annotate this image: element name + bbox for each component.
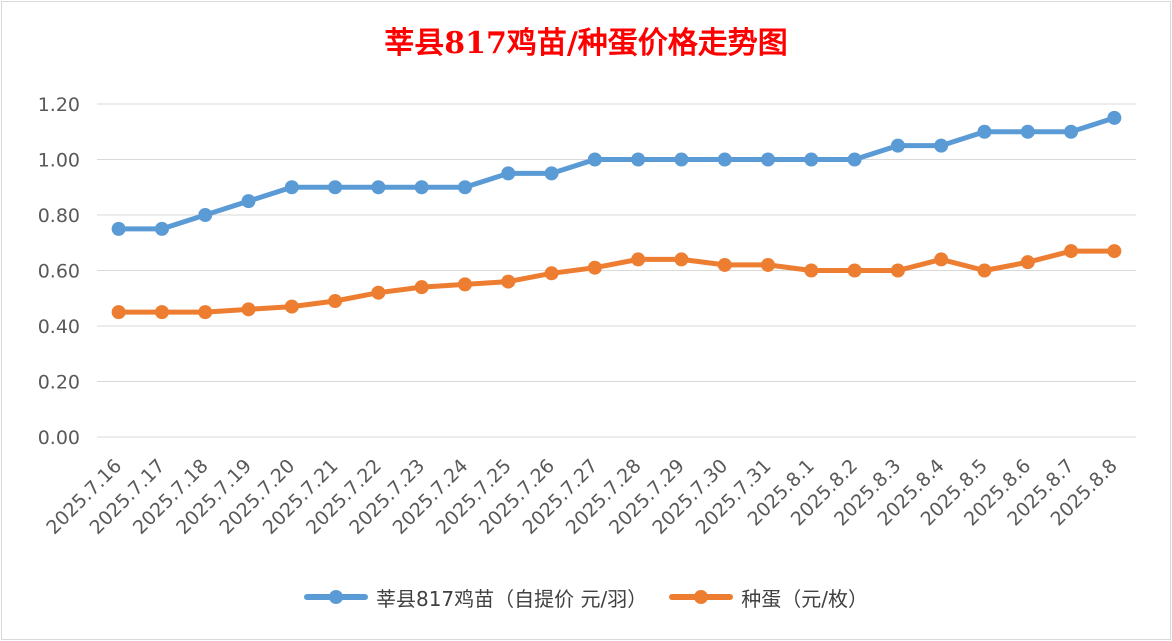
legend-swatch-chick <box>303 590 368 604</box>
y-tick-label: 0.20 <box>38 372 80 394</box>
legend-swatch-egg <box>669 590 734 604</box>
data-point <box>371 180 386 195</box>
data-point <box>804 263 819 278</box>
data-point <box>544 266 559 281</box>
data-point <box>631 252 646 267</box>
data-point <box>414 180 429 195</box>
data-point <box>1064 244 1079 259</box>
data-point <box>457 277 472 292</box>
data-point <box>328 294 343 309</box>
data-point <box>1064 124 1079 139</box>
data-point <box>934 252 949 267</box>
data-point <box>198 305 213 320</box>
data-point <box>890 263 905 278</box>
data-point <box>198 208 213 222</box>
data-point <box>761 257 776 272</box>
data-point <box>544 166 559 181</box>
data-point <box>934 138 949 153</box>
chart-title: 莘县817鸡苗/种蛋价格走势图 <box>384 26 788 61</box>
data-point <box>111 305 126 320</box>
data-point <box>631 152 646 167</box>
y-tick-label: 0.60 <box>38 261 80 283</box>
data-point <box>1107 110 1122 125</box>
y-tick-label: 0.80 <box>38 205 80 227</box>
data-point <box>111 221 126 236</box>
data-point <box>457 180 472 195</box>
data-point <box>674 252 689 267</box>
data-point <box>847 263 862 278</box>
legend-label-chick: 莘县817鸡苗（自提价 元/羽） <box>375 586 648 611</box>
data-point <box>241 194 256 209</box>
data-point <box>328 180 343 195</box>
y-tick-label: 0.00 <box>38 427 80 449</box>
data-point <box>1020 124 1035 139</box>
data-point <box>587 260 602 275</box>
data-point <box>241 302 256 317</box>
data-point <box>284 180 299 195</box>
legend-item-chick: 莘县817鸡苗（自提价 元/羽） <box>303 583 648 612</box>
data-point <box>371 285 386 300</box>
y-tick-label: 0.40 <box>38 316 80 338</box>
y-tick-label: 1.20 <box>38 94 80 116</box>
data-point <box>501 274 516 289</box>
data-point <box>847 152 862 167</box>
data-point <box>414 280 429 295</box>
data-point <box>804 152 819 167</box>
data-point <box>890 138 905 153</box>
series-line-0 <box>116 115 1117 232</box>
data-point <box>1020 255 1035 270</box>
data-point <box>717 152 732 167</box>
data-point <box>717 257 732 272</box>
data-point <box>761 152 776 167</box>
data-point <box>501 166 516 181</box>
data-point <box>977 124 992 139</box>
data-point <box>587 152 602 167</box>
data-point <box>284 299 299 314</box>
data-point <box>977 263 992 278</box>
data-point <box>154 221 169 236</box>
legend-item-egg: 种蛋（元/枚） <box>669 583 868 612</box>
y-tick-label: 1.00 <box>38 150 80 172</box>
data-point <box>1107 244 1122 259</box>
data-point <box>674 152 689 167</box>
series-line-1 <box>116 248 1117 315</box>
legend-label-egg: 种蛋（元/枚） <box>741 586 869 611</box>
legend: 莘县817鸡苗（自提价 元/羽） 种蛋（元/枚） <box>0 580 1172 614</box>
data-point <box>154 305 169 320</box>
